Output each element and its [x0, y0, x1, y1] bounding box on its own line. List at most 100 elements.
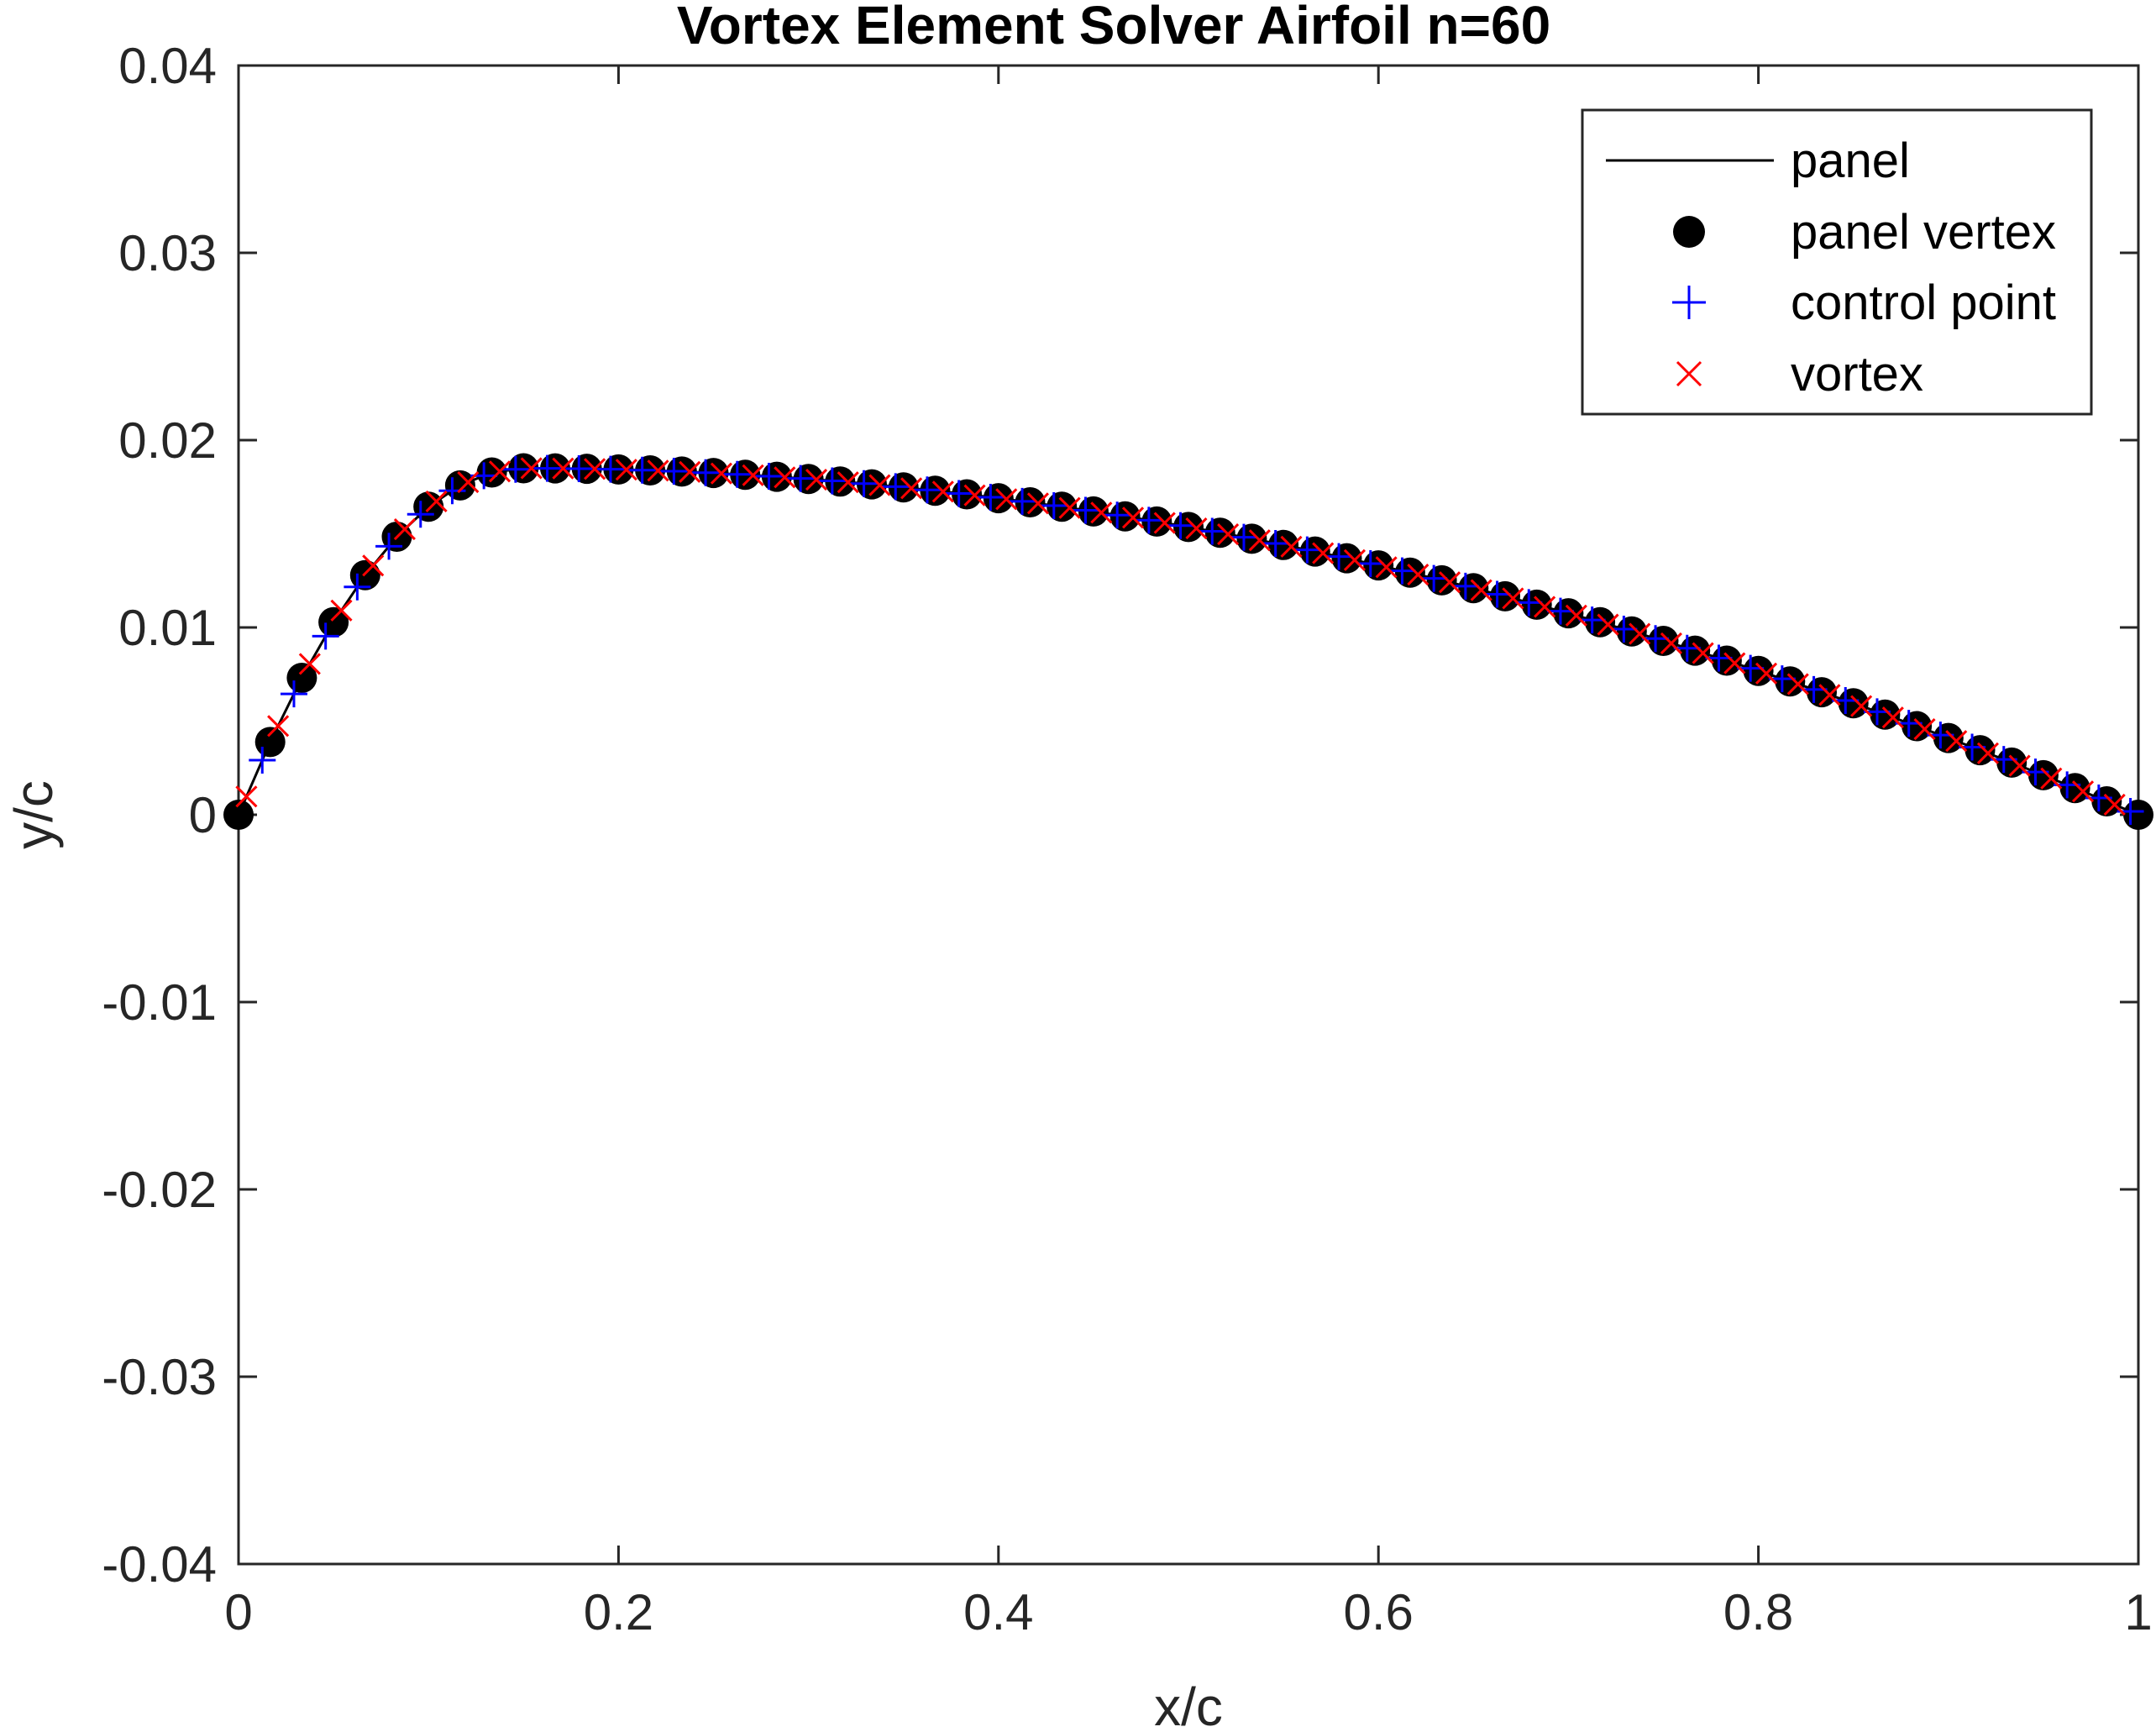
y-tick-label: 0.01 [118, 600, 217, 656]
vortex-marker [1026, 492, 1049, 515]
control-point-marker [628, 456, 656, 484]
control-point-marker [280, 680, 307, 708]
vortex-marker [362, 554, 385, 577]
control-point-marker [692, 459, 720, 486]
x-tick-label: 0.2 [584, 1584, 653, 1640]
control-point-marker [755, 463, 783, 491]
vortex-marker [615, 459, 637, 481]
y-tick-label: 0.03 [118, 225, 217, 281]
vortex-marker [1343, 548, 1366, 571]
control-point-marker [723, 460, 751, 488]
control-point-marker [1262, 529, 1289, 557]
x-tick-label: 0.4 [963, 1584, 1033, 1640]
control-point-marker [1515, 589, 1543, 617]
vortex-marker [774, 466, 796, 489]
x-tick-label: 0.8 [1723, 1584, 1793, 1640]
vortex-marker [868, 474, 891, 496]
vortex-marker [2071, 780, 2095, 803]
vortex-marker [1913, 717, 1936, 741]
vortex-marker [1534, 596, 1556, 618]
control-point-marker [1325, 543, 1353, 570]
vortex-marker [488, 460, 511, 483]
control-point-marker [501, 455, 529, 483]
vortex-marker [235, 785, 258, 808]
vortex-marker [1090, 501, 1113, 524]
control-point-marker [1673, 634, 1701, 662]
vortex-marker [1660, 632, 1682, 654]
vortex-marker [742, 464, 764, 486]
vortex-marker [1786, 673, 1809, 695]
vortex-marker [1280, 535, 1303, 558]
vortex-marker [1976, 742, 1999, 764]
vortex-marker [900, 477, 923, 500]
vortex-marker [931, 480, 954, 503]
vortex-marker [1058, 496, 1081, 519]
control-point-marker [882, 473, 910, 501]
vortex-marker [1597, 613, 1619, 636]
y-tick-label: -0.02 [102, 1162, 217, 1218]
panel-vertex-point [223, 800, 254, 830]
x-tick-label: 0 [224, 1584, 252, 1640]
control-point-marker [1293, 536, 1321, 564]
x-axis-label: x/c [1154, 1677, 1223, 1732]
panel-vertex-point [413, 491, 444, 522]
vortex-marker [1629, 622, 1651, 645]
control-point-marker [977, 483, 1005, 511]
vortex-marker [1850, 695, 1873, 717]
y-tick-label: -0.03 [102, 1349, 217, 1405]
vortex-marker [995, 488, 1018, 511]
legend: panel panel vertex control point vortex [1581, 108, 2093, 416]
legend-label: panel vertex [1791, 205, 2056, 260]
vortex-marker [1407, 564, 1429, 586]
chart-title: Vortex Element Solver Airfoil n=60 [677, 0, 1550, 55]
y-tick-label: 0.02 [118, 412, 217, 469]
control-point-marker [1705, 644, 1733, 672]
control-point-marker [1483, 580, 1511, 608]
vortex-marker [1438, 571, 1461, 594]
vortex-marker [1312, 542, 1335, 564]
control-point-marker [850, 470, 878, 497]
control-point-marker [249, 747, 276, 774]
x-tick-label: 0.6 [1343, 1584, 1413, 1640]
vortex-marker [393, 517, 416, 541]
control-point-marker [1388, 557, 1416, 585]
vortex-marker [1153, 512, 1176, 534]
panel-vertex-point [254, 727, 286, 758]
control-point-marker [1199, 517, 1226, 545]
vortex-marker [710, 462, 732, 485]
legend-label: vortex [1791, 347, 1923, 402]
vortex-marker [1565, 604, 1587, 627]
y-axis-label: y/c [3, 780, 64, 849]
control-point-marker [1104, 501, 1131, 529]
control-point-marker [533, 454, 561, 482]
control-point-marker [565, 454, 593, 482]
y-axis-ticks: -0.04 -0.03 -0.02 -0.01 0 0.01 0.02 0.03 0.04 [102, 38, 2138, 1593]
vortex-marker [1502, 587, 1524, 610]
vortex-marker [837, 471, 859, 494]
series-layer [223, 453, 2153, 830]
panel-vertex-point [2123, 800, 2153, 830]
vortex-marker [805, 468, 828, 491]
vortex-marker [2008, 754, 2031, 777]
control-point-marker [375, 533, 403, 560]
vortex-marker [1723, 652, 1746, 674]
vortex-marker [1185, 517, 1208, 540]
control-point-marker [1642, 625, 1670, 653]
y-tick-label: -0.01 [102, 974, 217, 1031]
control-point-marker [945, 480, 973, 507]
vortex-series [235, 457, 2126, 816]
vortex-marker [298, 653, 321, 675]
vortex-marker [679, 460, 701, 483]
vortex-marker [330, 599, 353, 622]
y-tick-label: 0.04 [118, 38, 217, 94]
y-tick-label: 0 [189, 787, 217, 843]
vortex-marker [963, 484, 986, 506]
legend-swatch-control-point [1672, 286, 1706, 319]
x-axis-ticks: 0 0.2 0.4 0.6 0.8 1 [224, 66, 2153, 1640]
vortex-marker [1945, 730, 1968, 753]
control-point-marker [1230, 523, 1257, 551]
control-point-marker [407, 501, 434, 528]
control-point-marker [1356, 549, 1384, 577]
vortex-marker [1217, 522, 1240, 546]
